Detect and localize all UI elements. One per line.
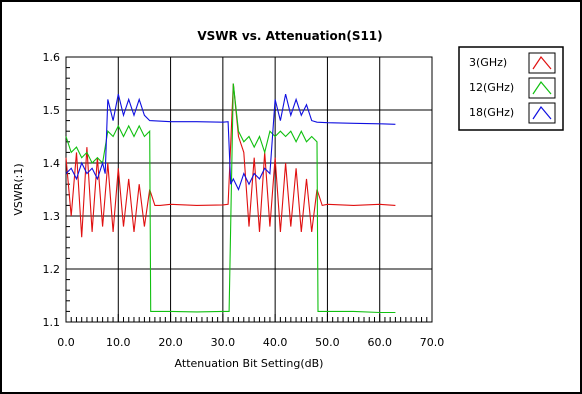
legend-swatch [532,80,552,95]
x-tick-label: 50.0 [315,336,340,349]
x-tick-label: 30.0 [211,336,236,349]
x-tick-labels: 0.0 10.0 20.0 30.0 40.0 50.0 60.0 70.0 [57,336,444,349]
y-axis-label: VSWR(:1) [12,163,25,215]
x-axis-label: Attenuation Bit Setting(dB) [175,357,324,370]
x-tick-label: 10.0 [106,336,131,349]
y-tick-label: 1.3 [43,210,61,223]
legend-swatch [532,105,552,120]
legend-swatch-box [528,77,556,99]
minor-ticks [65,56,433,323]
plot-background [65,56,433,323]
legend-label: 12(GHz) [469,81,514,94]
x-tick-label: 60.0 [367,336,392,349]
chart-title: VSWR vs. Attenuation(S11) [197,29,382,43]
y-tick-label: 1.2 [43,263,61,276]
legend-swatch-box [528,102,556,124]
legend-swatch [532,55,552,70]
legend-label: 18(GHz) [469,106,514,119]
legend-label: 3(GHz) [469,56,507,69]
x-tick-label: 20.0 [158,336,183,349]
legend-swatch-box [528,52,556,74]
y-tick-label: 1.6 [43,51,61,64]
series-line-18ghz [65,93,396,191]
y-tick-label: 1.1 [43,316,61,329]
plot-area [65,56,433,323]
x-tick-label: 70.0 [420,336,445,349]
legend: 3(GHz) 12(GHz) 18(GHz) [458,46,564,131]
x-tick-label: 0.0 [57,336,75,349]
series-layer [65,83,396,314]
y-tick-labels: 1.1 1.2 1.3 1.4 1.5 1.6 [43,51,61,329]
x-tick-label: 40.0 [263,336,288,349]
series-line-3ghz [65,83,396,238]
series-line-12ghz [65,83,396,314]
y-tick-label: 1.5 [43,104,61,117]
y-tick-label: 1.4 [43,157,61,170]
